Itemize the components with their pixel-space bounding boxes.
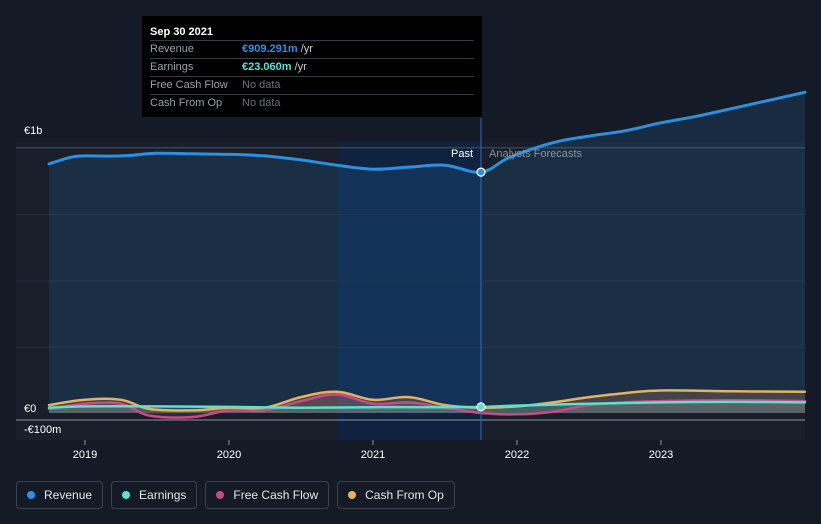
legend-item-free-cash-flow[interactable]: Free Cash Flow [205, 481, 330, 509]
tooltip-row-value: No data [242, 77, 281, 94]
tooltip-row-revenue: Revenue €909.291m /yr [150, 40, 474, 58]
past-label: Past [451, 148, 473, 160]
x-tick-label-2021: 2021 [361, 449, 385, 461]
series-lines [47, 90, 807, 419]
tooltip-rows: Revenue €909.291m /yr Earnings €23.060m /yr… [150, 40, 474, 112]
hover-markers [476, 167, 486, 412]
legend-item-earnings[interactable]: Earnings [111, 481, 198, 509]
x-tick-label-2022: 2022 [505, 449, 529, 461]
revenue-area [49, 92, 805, 414]
x-axis-ticks: 2019 2020 2021 2022 2023 [73, 440, 673, 461]
forecast-label: Analysts Forecasts [489, 148, 582, 160]
legend-label: Earnings [139, 488, 187, 502]
tooltip-row-label: Earnings [150, 61, 194, 73]
tooltip-row-label: Cash From Op [150, 97, 223, 109]
legend-item-revenue[interactable]: Revenue [16, 481, 104, 509]
revenue-line [47, 90, 807, 174]
series-areas [49, 92, 805, 418]
tooltip-row-label: Revenue [150, 43, 195, 55]
revenue-hover-marker [476, 167, 486, 177]
x-tick-label-2023: 2023 [649, 449, 673, 461]
gridlines [16, 147, 805, 421]
tooltip-row-value: No data [242, 95, 281, 112]
earnings-hover-marker [476, 402, 486, 412]
tooltip-row-value: €909.291m /yr [242, 41, 313, 58]
legend-dot-icon [122, 491, 131, 499]
tooltip-value-number: No data [242, 97, 281, 109]
legend-dot-icon [348, 491, 357, 499]
tooltip-value-unit: /yr [297, 43, 313, 55]
tooltip-row-value: €23.060m /yr [242, 59, 307, 76]
tooltip-value-number: €23.060m [242, 61, 292, 73]
past-highlight-band [337, 142, 481, 440]
cash-from-op-line [47, 389, 807, 412]
legend-dot-icon [216, 491, 225, 499]
y-tick-label-top: €1b [24, 125, 42, 137]
tooltip-row-free-cash-flow: Free Cash Flow No data [150, 76, 474, 94]
legend-dot-icon [27, 491, 35, 499]
tooltip-row-earnings: Earnings €23.060m /yr [150, 58, 474, 76]
x-tick-label-2020: 2020 [217, 449, 241, 461]
tooltip-value-unit: /yr [291, 61, 307, 73]
y-tick-label-negative: -€100m [24, 424, 61, 436]
legend-item-cash-from-op[interactable]: Cash From Op [337, 481, 455, 509]
legend: Revenue Earnings Free Cash Flow Cash From O… [16, 481, 455, 509]
legend-label: Revenue [44, 488, 93, 502]
tooltip-date: Sep 30 2021 [150, 26, 213, 38]
legend-label: Cash From Op [365, 488, 444, 502]
hover-tooltip: Sep 30 2021 Revenue €909.291m /yr Earnings… [142, 16, 482, 117]
tooltip-value-number: No data [242, 79, 281, 91]
tooltip-row-label: Free Cash Flow [150, 79, 228, 91]
earnings-line [47, 400, 807, 409]
tooltip-row-cash-from-op: Cash From Op No data [150, 94, 474, 112]
tooltip-value-number: €909.291m [242, 43, 298, 55]
y-tick-label-zero: €0 [24, 403, 36, 415]
legend-label: Free Cash Flow [233, 488, 319, 502]
x-tick-label-2019: 2019 [73, 449, 97, 461]
